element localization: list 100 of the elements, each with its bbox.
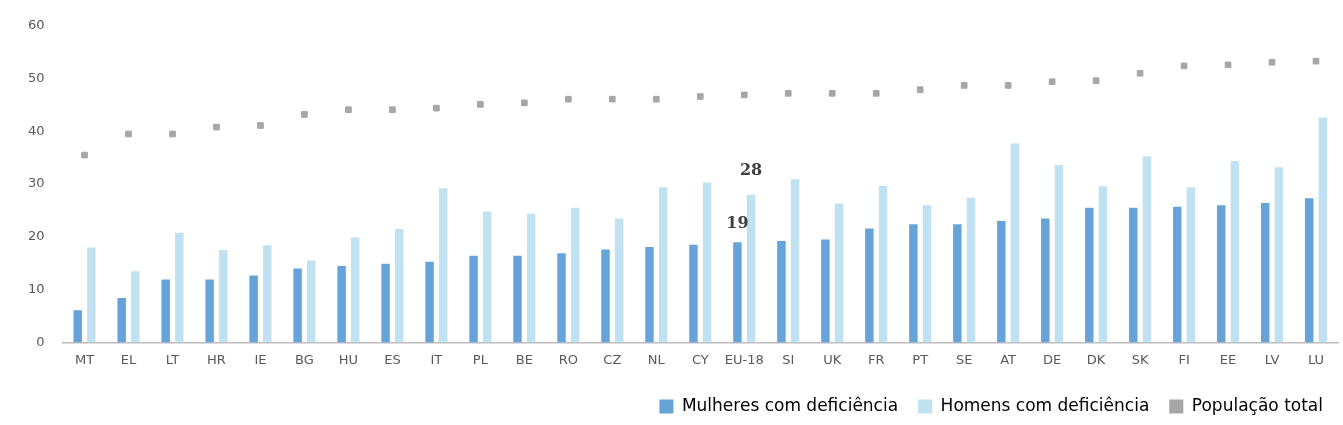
bar — [601, 249, 610, 343]
bar — [1304, 198, 1314, 343]
bar — [997, 221, 1006, 343]
x-tick-label: RO — [558, 351, 578, 367]
bar — [131, 271, 140, 343]
bar — [790, 179, 800, 343]
bar — [821, 239, 830, 343]
point — [1268, 58, 1276, 66]
bar — [865, 228, 874, 343]
point — [1136, 69, 1144, 77]
bar — [73, 310, 82, 343]
point — [213, 123, 220, 131]
x-tick-label: LT — [165, 351, 180, 367]
x-tick-label: IT — [430, 351, 443, 367]
point — [169, 130, 176, 138]
x-tick-label: DE — [1043, 351, 1062, 367]
bar — [922, 205, 932, 343]
bar — [394, 228, 404, 343]
x-tick-label: DK — [1086, 351, 1106, 367]
point — [477, 101, 484, 108]
legend-label: População total — [1191, 394, 1324, 415]
legend-label: Homens com deficiência — [940, 394, 1150, 415]
data-label: 19 — [726, 213, 749, 233]
x-tick-label: EE — [1219, 351, 1237, 367]
bar — [689, 244, 698, 343]
x-tick-label: LV — [1264, 351, 1280, 367]
x-tick-label: EL — [120, 351, 137, 367]
x-tick-label: FI — [1178, 351, 1190, 367]
bar — [1054, 165, 1064, 343]
bar — [263, 245, 272, 343]
bar — [482, 211, 492, 343]
x-tick-label: BG — [295, 351, 314, 367]
x-tick-label: HR — [207, 351, 226, 367]
x-tick-label: SK — [1131, 351, 1149, 367]
point — [1092, 77, 1100, 85]
x-tick-label: PT — [912, 351, 929, 367]
x-tick-label: CZ — [603, 351, 622, 367]
point — [740, 91, 748, 99]
bar — [1010, 143, 1020, 343]
point — [1224, 61, 1232, 69]
bar — [293, 268, 302, 343]
y-tick-label: 40 — [28, 122, 45, 138]
x-tick-label: FR — [867, 351, 885, 367]
bar — [746, 194, 756, 343]
bar — [570, 207, 580, 343]
bar — [351, 237, 360, 343]
point — [652, 95, 660, 103]
point — [345, 106, 352, 114]
bar — [307, 260, 316, 343]
bar — [526, 213, 536, 343]
bar — [658, 187, 668, 343]
point — [521, 99, 528, 107]
x-tick-label: UK — [823, 351, 842, 367]
point — [389, 106, 396, 114]
bar — [834, 203, 844, 343]
data-label: 28 — [739, 159, 763, 179]
point — [872, 90, 880, 97]
x-tick-label: LU — [1307, 351, 1325, 367]
point — [1004, 82, 1012, 89]
bar — [513, 255, 522, 343]
bar — [909, 224, 918, 343]
bar — [1129, 207, 1138, 343]
bar — [249, 275, 258, 343]
x-tick-label: CY — [691, 351, 709, 367]
bar — [1142, 156, 1152, 343]
bar — [1318, 117, 1328, 343]
bar — [87, 247, 96, 343]
point — [125, 130, 132, 138]
bar — [175, 232, 184, 343]
bar — [1041, 218, 1050, 343]
bar — [953, 224, 962, 343]
bar — [117, 298, 126, 343]
x-tick-label: HU — [338, 351, 359, 367]
point — [784, 90, 792, 97]
y-tick-label: 60 — [28, 17, 45, 33]
x-tick-label: IE — [254, 351, 267, 367]
bar — [1217, 205, 1226, 343]
point — [960, 82, 968, 89]
bar — [337, 265, 346, 343]
bar — [966, 197, 976, 343]
bar — [219, 250, 228, 343]
point — [433, 104, 440, 112]
x-tick-label: MT — [74, 351, 95, 367]
bar — [1274, 167, 1284, 343]
y-tick-label: 50 — [28, 69, 45, 85]
legend-label: Mulheres com deficiência — [681, 394, 899, 415]
x-tick-label: NL — [647, 351, 666, 367]
point — [565, 95, 572, 103]
point — [1180, 62, 1188, 70]
x-tick-label: SE — [955, 351, 973, 367]
y-tick-label: 0 — [36, 333, 45, 349]
x-tick-label: ES — [384, 351, 401, 367]
y-tick-label: 10 — [28, 281, 45, 297]
bar — [1173, 206, 1182, 343]
bar — [733, 242, 742, 343]
bar — [205, 279, 214, 343]
point — [828, 90, 836, 97]
point — [1048, 78, 1056, 86]
bar — [614, 218, 624, 343]
x-tick-label: SI — [782, 351, 795, 367]
